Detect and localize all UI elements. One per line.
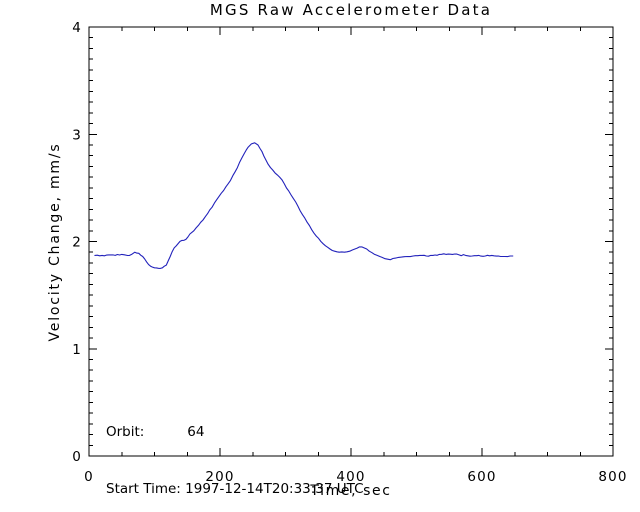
- y-axis-label: Velocity Change, mm/s: [47, 142, 63, 342]
- x-tick-label: 400: [336, 469, 365, 485]
- y-tick-label: 0: [72, 449, 82, 465]
- x-tick-label: 200: [205, 469, 234, 485]
- y-tick-label: 1: [72, 342, 82, 358]
- tick-labels: 0 200 400 600 800 0 1 2 3 4: [72, 20, 627, 485]
- x-tick-label: 800: [598, 469, 627, 485]
- annotation-start-time: Start Time: 1997-12-14T20:33:37 UTC: [106, 481, 364, 497]
- annotation-orbit: Orbit: 64: [106, 424, 205, 440]
- x-axis-label: Time, sec: [310, 483, 392, 499]
- y-tick-label: 3: [72, 127, 82, 143]
- y-tick-label: 4: [72, 20, 82, 36]
- annotation-block: Orbit: 64 Start Time: 1997-12-14T20:33:3…: [106, 385, 364, 512]
- data-curve: [94, 142, 514, 269]
- x-tick-label: 0: [84, 469, 94, 485]
- y-tick-label: 2: [72, 235, 82, 251]
- axis-ticks: [88, 26, 614, 457]
- x-tick-label: 600: [467, 469, 496, 485]
- plot-frame: [88, 26, 614, 457]
- chart-title: MGS Raw Accelerometer Data: [209, 1, 493, 19]
